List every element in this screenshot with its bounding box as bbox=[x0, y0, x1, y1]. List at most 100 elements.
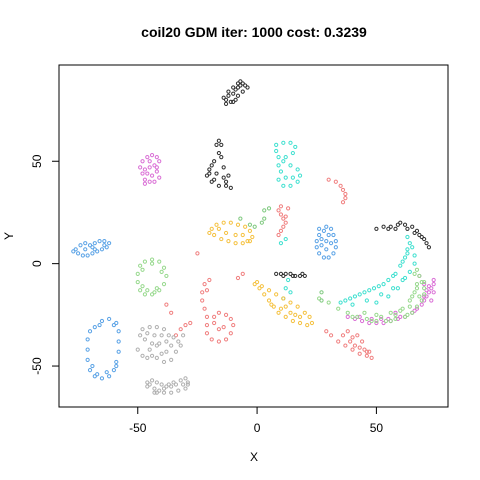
data-point bbox=[364, 298, 369, 303]
data-point bbox=[149, 341, 155, 346]
data-point bbox=[104, 245, 109, 250]
data-point bbox=[386, 277, 391, 283]
data-point bbox=[278, 204, 284, 209]
data-point bbox=[281, 159, 286, 164]
data-point bbox=[207, 230, 212, 236]
data-point bbox=[374, 312, 379, 317]
data-point bbox=[176, 388, 181, 393]
data-point bbox=[154, 155, 159, 160]
data-point bbox=[407, 304, 412, 309]
data-point bbox=[419, 298, 424, 303]
data-point bbox=[221, 95, 226, 100]
data-point bbox=[343, 191, 348, 197]
data-point bbox=[414, 267, 420, 272]
data-point bbox=[328, 241, 334, 246]
data-point bbox=[314, 239, 319, 244]
data-point bbox=[83, 247, 88, 252]
data-point bbox=[410, 294, 415, 299]
data-point bbox=[138, 333, 143, 338]
data-point bbox=[343, 343, 348, 348]
data-point bbox=[386, 316, 391, 322]
data-point bbox=[204, 331, 210, 336]
data-point bbox=[212, 177, 217, 182]
data-point bbox=[221, 175, 226, 180]
data-point bbox=[173, 382, 179, 387]
data-point bbox=[214, 222, 219, 227]
data-point bbox=[171, 380, 176, 385]
data-point bbox=[159, 333, 164, 338]
data-point bbox=[429, 298, 434, 303]
data-point bbox=[290, 273, 295, 279]
data-point bbox=[240, 271, 245, 276]
data-point bbox=[147, 325, 152, 330]
data-point bbox=[422, 298, 427, 303]
data-point bbox=[233, 87, 238, 92]
data-point bbox=[83, 241, 88, 246]
data-point bbox=[288, 140, 293, 145]
data-point bbox=[92, 374, 97, 379]
data-point bbox=[240, 81, 245, 86]
data-point bbox=[254, 279, 260, 285]
data-point bbox=[393, 271, 398, 276]
data-point bbox=[216, 150, 221, 156]
data-point bbox=[233, 97, 238, 102]
data-point bbox=[357, 351, 362, 356]
data-point bbox=[305, 322, 310, 328]
data-point bbox=[424, 294, 429, 299]
data-point bbox=[374, 320, 379, 326]
data-point bbox=[307, 314, 312, 319]
data-point bbox=[274, 142, 279, 147]
data-point bbox=[161, 386, 167, 391]
data-point bbox=[262, 292, 267, 297]
data-point bbox=[431, 277, 436, 283]
data-point bbox=[412, 308, 417, 313]
data-point bbox=[362, 347, 367, 352]
data-point bbox=[142, 292, 148, 297]
data-point bbox=[140, 284, 145, 289]
data-point bbox=[169, 357, 174, 362]
data-point bbox=[309, 320, 315, 326]
data-point bbox=[209, 337, 214, 342]
data-point bbox=[154, 286, 159, 291]
data-point bbox=[102, 243, 107, 248]
data-point bbox=[367, 320, 372, 326]
data-point bbox=[393, 312, 398, 317]
data-point bbox=[431, 282, 436, 287]
data-point bbox=[240, 232, 245, 238]
data-point bbox=[297, 173, 303, 178]
data-point bbox=[283, 314, 288, 319]
y-tick-label: 0 bbox=[30, 260, 44, 267]
data-point bbox=[161, 359, 167, 365]
data-point bbox=[240, 89, 245, 94]
point-cluster bbox=[207, 220, 315, 328]
data-point bbox=[149, 261, 155, 266]
data-point bbox=[78, 243, 83, 248]
data-point bbox=[319, 298, 324, 303]
data-point bbox=[431, 290, 436, 295]
data-point bbox=[216, 226, 221, 231]
data-point bbox=[99, 247, 105, 252]
x-tick-label: -50 bbox=[129, 421, 147, 435]
data-point bbox=[357, 345, 362, 350]
x-tick-label: 50 bbox=[370, 421, 384, 435]
point-cluster bbox=[164, 177, 374, 360]
data-point bbox=[159, 269, 164, 274]
data-point bbox=[321, 228, 327, 233]
data-point bbox=[87, 368, 93, 373]
data-point bbox=[145, 384, 150, 389]
data-point bbox=[288, 290, 293, 295]
data-point bbox=[90, 363, 95, 369]
data-point bbox=[302, 310, 307, 315]
data-point bbox=[414, 282, 420, 287]
data-point bbox=[114, 363, 119, 369]
data-point bbox=[200, 290, 205, 295]
point-cluster bbox=[204, 79, 432, 279]
data-point bbox=[221, 325, 226, 330]
y-tick-label: -50 bbox=[30, 357, 44, 375]
data-point bbox=[221, 165, 226, 170]
data-point bbox=[204, 314, 210, 319]
data-point bbox=[164, 349, 169, 354]
data-point bbox=[262, 208, 267, 213]
data-point bbox=[293, 312, 298, 317]
data-point bbox=[400, 259, 405, 264]
